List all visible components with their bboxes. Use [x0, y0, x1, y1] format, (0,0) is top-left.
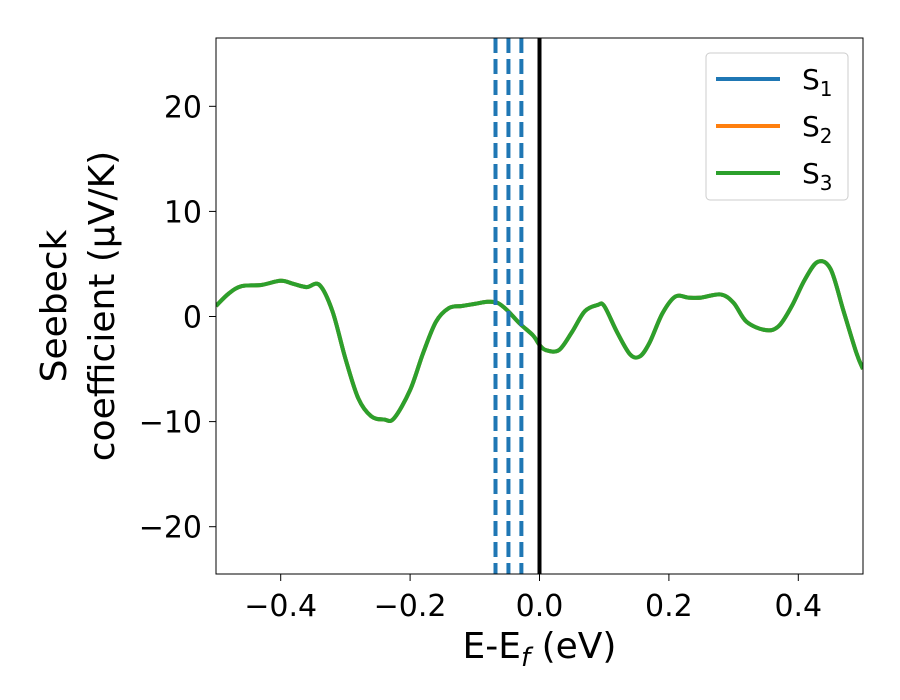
x-axis-ticks: −0.4 −0.2 0.0 0.2 0.4	[244, 574, 822, 624]
legend-label: S1	[802, 63, 833, 101]
legend-item-s2: S2	[716, 110, 833, 148]
series-line-s3	[216, 259, 863, 424]
legend-item-s3: S3	[716, 157, 833, 195]
x-tick-label: −0.4	[244, 589, 317, 624]
x-tick-label: 0.2	[645, 589, 693, 624]
y-tick-label: −20	[139, 511, 202, 546]
x-tick-label: −0.2	[374, 589, 447, 624]
y-axis-label-line1: Seebeck	[34, 229, 75, 382]
y-axis-ticks: −20 −10 0 10 20	[139, 90, 216, 546]
x-axis-label-suffix: (eV)	[530, 626, 616, 667]
x-axis-label: E-Ef (eV)	[463, 626, 617, 673]
legend-item-s1: S1	[716, 63, 833, 101]
x-axis-label-main: E-E	[463, 626, 521, 667]
y-tick-label: −10	[139, 406, 202, 441]
y-tick-label: 10	[164, 195, 202, 230]
y-axis-label-line2: coefficient (μV/K)	[82, 151, 123, 461]
y-tick-label: 20	[164, 90, 202, 125]
legend: S1 S2 S3	[705, 52, 849, 201]
series-layer	[216, 259, 863, 424]
x-tick-label: 0.4	[774, 589, 822, 624]
legend-label: S3	[802, 157, 833, 195]
y-tick-label: 0	[183, 301, 202, 336]
vertical-lines-layer	[493, 38, 542, 574]
x-tick-label: 0.0	[516, 589, 564, 624]
legend-label: S2	[802, 110, 833, 148]
y-axis-label: Seebeck coefficient (μV/K)	[34, 151, 123, 461]
